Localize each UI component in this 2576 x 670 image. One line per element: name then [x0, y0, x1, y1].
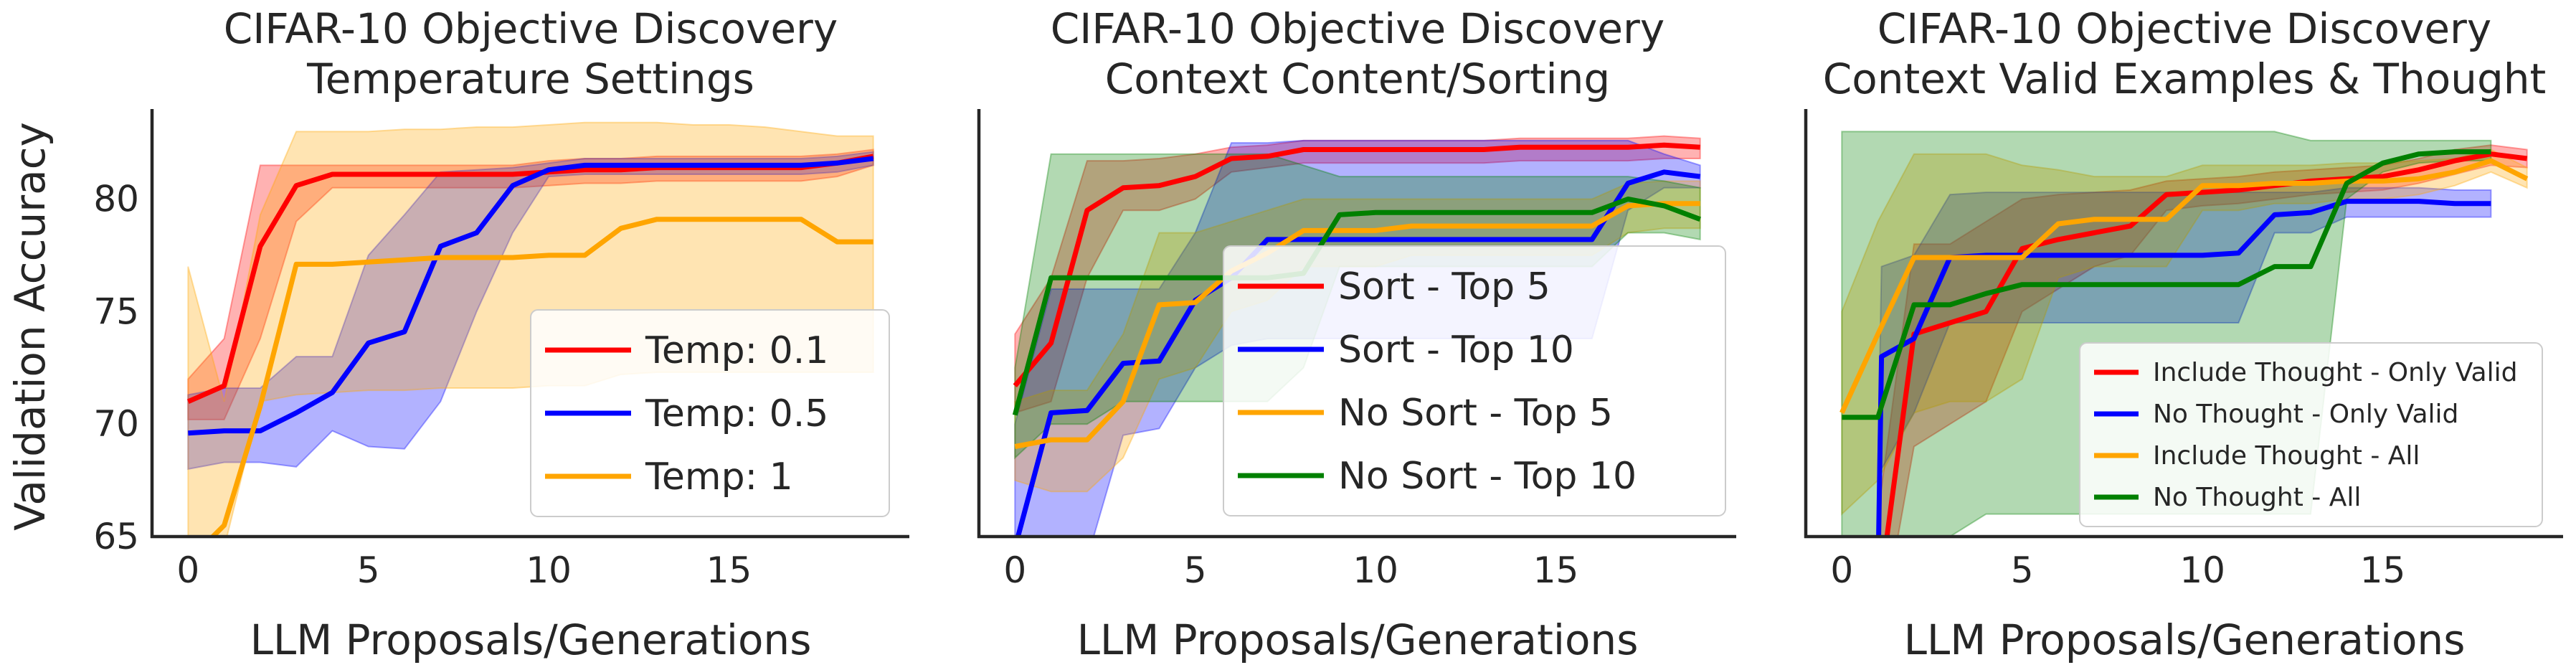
legend-box	[1223, 245, 1726, 516]
y-axis-label: Validation Accuracy	[6, 122, 55, 531]
chart-title-line-1: CIFAR-10 Objective Discovery	[1877, 4, 2491, 53]
legend-label: Include Thought - Only Valid	[2153, 358, 2517, 387]
y-tick-label: 65	[93, 516, 139, 557]
x-tick-label: 0	[1830, 549, 1853, 591]
legend-label: Sort - Top 5	[1338, 265, 1550, 308]
x-tick-label: 10	[2179, 549, 2225, 591]
legend-label: Temp: 1	[645, 456, 793, 499]
x-axis-label: LLM Proposals/Generations	[1904, 615, 2466, 664]
series-line	[188, 156, 874, 436]
series-line	[1839, 158, 2529, 414]
chart-title-line-1: CIFAR-10 Objective Discovery	[224, 4, 838, 53]
legend-label: No Thought - All	[2153, 483, 2361, 512]
legend-label: Include Thought - All	[2153, 441, 2420, 471]
confidence-band	[187, 148, 874, 420]
series-line	[1884, 151, 2528, 537]
legend-label: Sort - Top 10	[1338, 329, 1574, 372]
y-tick-label: 75	[93, 291, 139, 332]
x-tick-label: 15	[706, 549, 752, 591]
confidence-band	[1877, 187, 2492, 537]
x-tick-label: 5	[357, 549, 380, 591]
y-tick-label: 70	[93, 403, 139, 445]
x-tick-label: 0	[176, 549, 199, 591]
chart-title-line-2: Temperature Settings	[306, 55, 754, 103]
legend-label: No Sort - Top 5	[1338, 392, 1613, 435]
confidence-band	[1841, 148, 2528, 516]
confidence-band	[1014, 153, 1701, 460]
chart-title-line-2: Context Valid Examples & Thought	[1823, 55, 2547, 103]
x-tick-label: 5	[2011, 549, 2034, 591]
confidence-band	[1014, 180, 1701, 493]
x-tick-label: 10	[526, 549, 572, 591]
legend: Include Thought - Only Valid No Thought -…	[2079, 342, 2543, 527]
x-axis-label: LLM Proposals/Generations	[1077, 615, 1639, 664]
series-line	[1012, 197, 1701, 416]
x-tick-label: 15	[1533, 549, 1579, 591]
x-tick-label: 5	[1184, 549, 1207, 591]
legend-label: No Thought - Only Valid	[2153, 400, 2458, 429]
series-line	[1013, 142, 1700, 388]
y-tick-label: 80	[93, 178, 139, 220]
chart-title-line-2: Context Content/Sorting	[1105, 55, 1610, 103]
legend-label: Temp: 0.5	[645, 392, 828, 435]
series-line	[1015, 169, 1701, 537]
plot-area	[1839, 131, 2529, 537]
legend-box	[2079, 342, 2543, 527]
x-axis-label: LLM Proposals/Generations	[250, 615, 812, 664]
legend-box	[530, 309, 890, 517]
confidence-band	[1014, 135, 1701, 414]
chart-panel-temperature: CIFAR-10 Objective DiscoveryTemperature …	[93, 4, 909, 664]
x-tick-label: 0	[1003, 549, 1026, 591]
x-tick-label: 15	[2360, 549, 2406, 591]
series-line	[209, 217, 873, 537]
legend: Temp: 0.1 Temp: 0.5 Temp: 1	[530, 309, 890, 517]
chart-title-line-1: CIFAR-10 Objective Discovery	[1051, 4, 1665, 53]
series-line	[1842, 149, 2491, 420]
legend-label: No Sort - Top 10	[1338, 455, 1637, 498]
confidence-band	[187, 151, 874, 471]
series-line	[1014, 201, 1700, 449]
legend: Sort - Top 5 Sort - Top 10 No Sort - Top 5…	[1223, 245, 1726, 516]
legend-label: Temp: 0.1	[645, 329, 828, 372]
x-tick-label: 10	[1353, 549, 1398, 591]
